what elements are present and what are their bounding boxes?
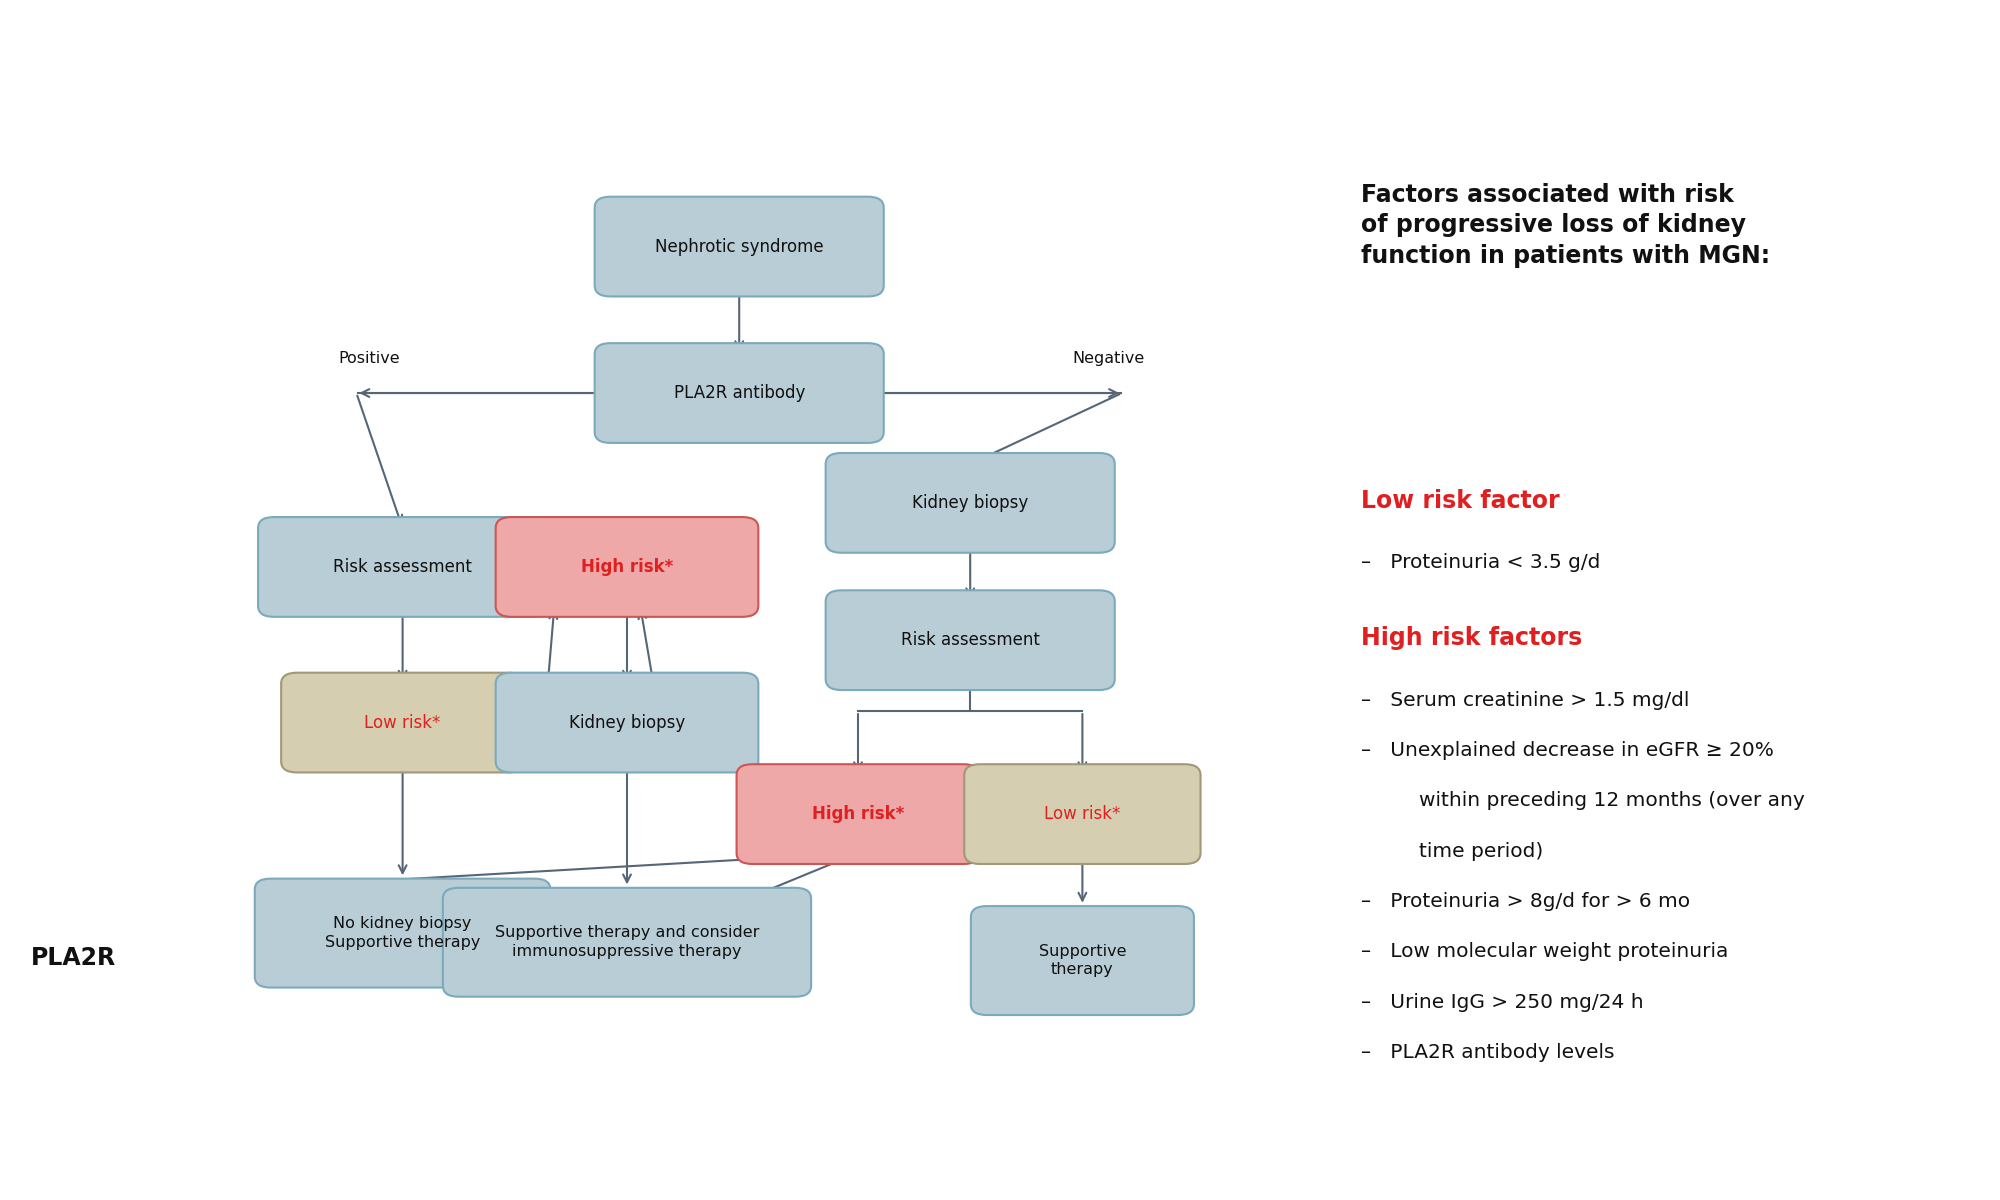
FancyBboxPatch shape: [970, 906, 1194, 1015]
Text: PLA2R: PLA2R: [32, 946, 116, 970]
Text: Nephrotic syndrome: Nephrotic syndrome: [654, 238, 824, 256]
Text: within preceding 12 months (over any: within preceding 12 months (over any: [1418, 791, 1804, 810]
FancyBboxPatch shape: [282, 673, 524, 773]
Text: –   Serum creatinine > 1.5 mg/dl: – Serum creatinine > 1.5 mg/dl: [1360, 690, 1690, 709]
Text: Low risk*: Low risk*: [1044, 805, 1120, 823]
Text: –   PLA2R antibody levels: – PLA2R antibody levels: [1360, 1043, 1614, 1062]
Text: Negative: Negative: [1072, 350, 1144, 366]
Text: Factors associated with risk
of progressive loss of kidney
function in patients : Factors associated with risk of progress…: [1360, 182, 1770, 268]
Text: Risk assessment: Risk assessment: [900, 631, 1040, 649]
FancyBboxPatch shape: [826, 590, 1114, 690]
FancyBboxPatch shape: [964, 764, 1200, 864]
Text: High risk factors: High risk factors: [1360, 626, 1582, 650]
Polygon shape: [1534, 1105, 1754, 1165]
Text: Supportive
therapy: Supportive therapy: [1038, 943, 1126, 977]
Text: KDIGO Update:: KDIGO Update:: [764, 23, 1236, 77]
Text: High risk*: High risk*: [580, 558, 674, 576]
Text: Kidney biopsy: Kidney biopsy: [568, 714, 686, 732]
Text: Risk assessment: Risk assessment: [334, 558, 472, 576]
Text: –   Low molecular weight proteinuria: – Low molecular weight proteinuria: [1360, 942, 1728, 961]
FancyBboxPatch shape: [258, 517, 548, 617]
Text: –   Proteinuria > 8g/d for > 6 mo: – Proteinuria > 8g/d for > 6 mo: [1360, 892, 1690, 911]
Text: Positive: Positive: [338, 350, 400, 366]
FancyBboxPatch shape: [496, 517, 758, 617]
Text: Supportive therapy and consider
immunosuppressive therapy: Supportive therapy and consider immunosu…: [494, 925, 760, 959]
Text: No kidney biopsy
Supportive therapy: No kidney biopsy Supportive therapy: [324, 917, 480, 950]
Text: time period): time period): [1418, 841, 1542, 860]
Text: Low risk factor: Low risk factor: [1360, 490, 1560, 514]
FancyBboxPatch shape: [442, 888, 812, 997]
Text: High risk*: High risk*: [812, 805, 904, 823]
Text: –   Unexplained decrease in eGFR ≥ 20%: – Unexplained decrease in eGFR ≥ 20%: [1360, 740, 1774, 760]
Text: Arkana
Laboratories: Arkana Laboratories: [1696, 1104, 1884, 1162]
FancyBboxPatch shape: [594, 343, 884, 443]
FancyBboxPatch shape: [594, 197, 884, 296]
Text: Low risk*: Low risk*: [364, 714, 440, 732]
FancyBboxPatch shape: [254, 878, 550, 988]
Text: –   Proteinuria < 3.5 g/d: – Proteinuria < 3.5 g/d: [1360, 553, 1600, 572]
Text: IgG: IgG: [32, 625, 66, 643]
Text: –   Urine IgG > 250 mg/24 h: – Urine IgG > 250 mg/24 h: [1360, 992, 1644, 1012]
FancyBboxPatch shape: [496, 673, 758, 773]
Text: Floege J, Barbour SJ, Cattran DC, Hogan JJ, Nachman PH, Tang SCW, Wetzels JFM, C: Floege J, Barbour SJ, Cattran DC, Hogan …: [40, 1094, 916, 1176]
FancyBboxPatch shape: [736, 764, 980, 864]
Text: Membranous Nephropathy Diagnosis and Treatment: Membranous Nephropathy Diagnosis and Tre…: [384, 95, 1616, 140]
FancyBboxPatch shape: [826, 452, 1114, 553]
Text: Kidney biopsy: Kidney biopsy: [912, 494, 1028, 512]
Text: PLA2R antibody: PLA2R antibody: [674, 384, 804, 402]
